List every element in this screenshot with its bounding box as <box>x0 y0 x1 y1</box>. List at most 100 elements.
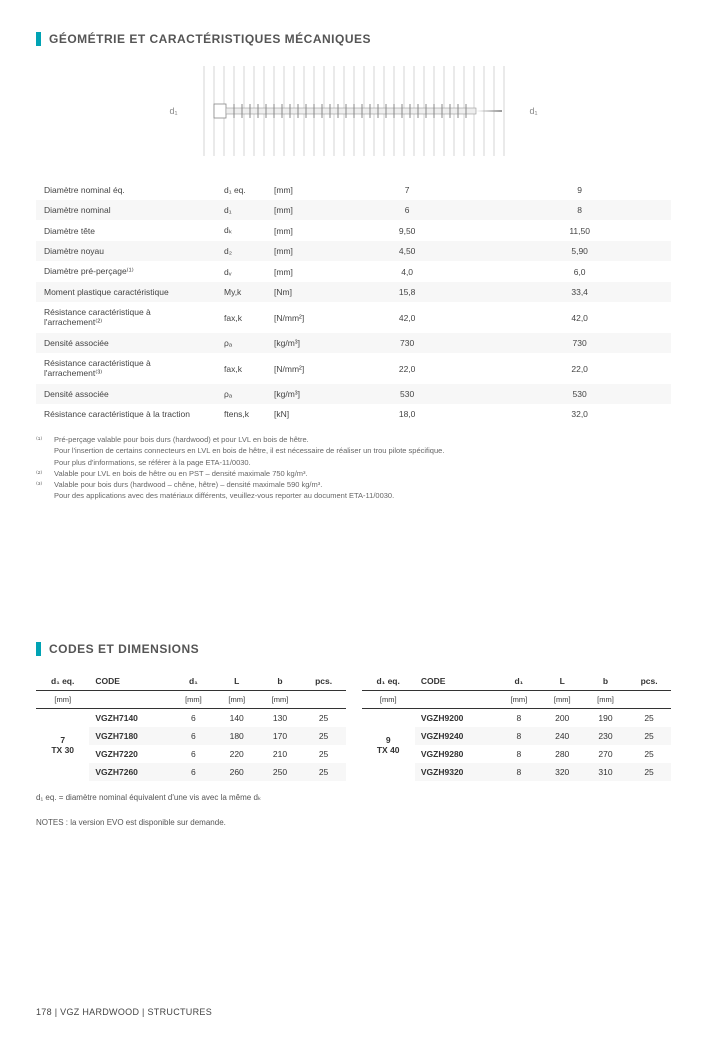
spec-v9: 730 <box>488 333 671 353</box>
spec-sym: d₁ eq. <box>216 180 266 200</box>
spec-sym: ftens,k <box>216 404 266 424</box>
spec-label: Moment plastique caractéristique <box>36 282 216 302</box>
group-cell: 7TX 30 <box>36 727 89 763</box>
th-d1: d₁ <box>172 672 215 691</box>
note-text: Pour des applications avec des matériaux… <box>54 490 394 501</box>
th-pcs: pcs. <box>302 672 346 691</box>
L-cell: 200 <box>541 708 584 727</box>
spec-v7: 7 <box>326 180 488 200</box>
spec-v7: 530 <box>326 384 488 404</box>
group-cell: 9TX 40 <box>362 727 415 763</box>
code-cell: VGZH7140 <box>89 708 171 727</box>
codes-row: VGZH9320832031025 <box>362 763 672 781</box>
code-cell: VGZH9320 <box>415 763 497 781</box>
codes-table-left: d₁ eq. CODE d₁ L b pcs. [mm] [mm] [mm] [… <box>36 672 346 781</box>
code-cell: VGZH9280 <box>415 745 497 763</box>
spec-label: Diamètre nominal <box>36 200 216 220</box>
screw-diagram: d₁ d₁ <box>36 66 671 156</box>
spec-unit: [kN] <box>266 404 326 424</box>
spec-v7: 15,8 <box>326 282 488 302</box>
L-cell: 280 <box>541 745 584 763</box>
codes-row: 9TX 40VGZH9240824023025 <box>362 727 672 745</box>
spec-sym: My,k <box>216 282 266 302</box>
spec-label: Diamètre pré-perçage⁽¹⁾ <box>36 261 216 282</box>
spec-unit: [mm] <box>266 220 326 241</box>
spec-sym: d₁ <box>216 200 266 220</box>
spec-row: Diamètre pré-perçage⁽¹⁾dᵥ[mm]4,06,0 <box>36 261 671 282</box>
th-code: CODE <box>415 672 497 691</box>
footnote-line: ⁽³⁾ Valable pour bois durs (hardwood – ch… <box>36 479 671 490</box>
th-unit: [mm] <box>258 690 301 708</box>
d1-cell: 8 <box>497 745 540 763</box>
code-cell: VGZH9240 <box>415 727 497 745</box>
spec-table: Diamètre nominal éq.d₁ eq.[mm]79 Diamètre… <box>36 180 671 424</box>
L-cell: 140 <box>215 708 258 727</box>
spec-label: Diamètre noyau <box>36 241 216 261</box>
codes-table-right: d₁ eq. CODE d₁ L b pcs. [mm] [mm] [mm] [… <box>362 672 672 781</box>
spec-row: Densité associéeρₐ[kg/m³]530530 <box>36 384 671 404</box>
group-cell <box>362 763 415 781</box>
note-num <box>36 457 50 468</box>
pcs-cell: 25 <box>627 727 671 745</box>
spec-label: Résistance caractéristique à l'arracheme… <box>36 302 216 333</box>
spec-v9: 33,4 <box>488 282 671 302</box>
diagram-right-label: d₁ <box>530 106 538 116</box>
spec-label: Résistance caractéristique à l'arracheme… <box>36 353 216 384</box>
section1-header: GÉOMÉTRIE ET CARACTÉRISTIQUES MÉCANIQUES <box>36 32 671 46</box>
spec-sym: dₖ <box>216 220 266 241</box>
spec-v9: 22,0 <box>488 353 671 384</box>
spec-v7: 42,0 <box>326 302 488 333</box>
note-text: Valable pour bois durs (hardwood – chêne… <box>54 479 322 490</box>
note-num: ⁽³⁾ <box>36 479 50 490</box>
footnote-line: Pour l'insertion de certains connecteurs… <box>36 445 671 456</box>
b-cell: 250 <box>258 763 301 781</box>
notes-text: NOTES : la version EVO est disponible su… <box>36 818 671 827</box>
th-unit: [mm] <box>497 690 540 708</box>
spec-v9: 5,90 <box>488 241 671 261</box>
spec-row: Densité associéeρₐ[kg/m³]730730 <box>36 333 671 353</box>
spec-label: Densité associée <box>36 384 216 404</box>
spec-v7: 22,0 <box>326 353 488 384</box>
th-d1eq: d₁ eq. <box>362 672 415 691</box>
spec-sym: fax,k <box>216 353 266 384</box>
section1-title: GÉOMÉTRIE ET CARACTÉRISTIQUES MÉCANIQUES <box>49 32 371 46</box>
L-cell: 260 <box>215 763 258 781</box>
th-unit: [mm] <box>584 690 627 708</box>
spec-v9: 8 <box>488 200 671 220</box>
th-unit: [mm] <box>36 690 89 708</box>
b-cell: 130 <box>258 708 301 727</box>
note-text: Pré-perçage valable pour bois durs (hard… <box>54 434 309 445</box>
spec-unit: [kg/m³] <box>266 333 326 353</box>
group-cell <box>36 763 89 781</box>
note-num <box>36 445 50 456</box>
spec-sym: ρₐ <box>216 333 266 353</box>
th-d1: d₁ <box>497 672 540 691</box>
spec-label: Diamètre nominal éq. <box>36 180 216 200</box>
spec-unit: [N/mm²] <box>266 353 326 384</box>
L-cell: 240 <box>541 727 584 745</box>
spec-v7: 730 <box>326 333 488 353</box>
section2-title: CODES ET DIMENSIONS <box>49 642 199 656</box>
spec-v9: 32,0 <box>488 404 671 424</box>
footnote-line: ⁽¹⁾Pré-perçage valable pour bois durs (h… <box>36 434 671 445</box>
codes-row: 7TX 30VGZH7180618017025 <box>36 727 346 745</box>
footnote-line: Pour plus d'informations, se référer à l… <box>36 457 671 468</box>
diagram-left-label: d₁ <box>169 106 177 116</box>
spec-row: Résistance caractéristique à l'arracheme… <box>36 302 671 333</box>
b-cell: 270 <box>584 745 627 763</box>
code-cell: VGZH7180 <box>89 727 171 745</box>
d1-cell: 6 <box>172 708 215 727</box>
spec-sym: ρₐ <box>216 384 266 404</box>
spec-v9: 9 <box>488 180 671 200</box>
d1-cell: 6 <box>172 745 215 763</box>
screw-svg <box>184 66 524 156</box>
d1-cell: 6 <box>172 763 215 781</box>
spec-sym: dᵥ <box>216 261 266 282</box>
page-footer: 178 | VGZ HARDWOOD | STRUCTURES <box>36 1007 671 1017</box>
spec-v7: 9,50 <box>326 220 488 241</box>
b-cell: 230 <box>584 727 627 745</box>
footnotes: ⁽¹⁾Pré-perçage valable pour bois durs (h… <box>36 434 671 502</box>
th-unit: [mm] <box>172 690 215 708</box>
spec-sym: d₂ <box>216 241 266 261</box>
b-cell: 210 <box>258 745 301 763</box>
